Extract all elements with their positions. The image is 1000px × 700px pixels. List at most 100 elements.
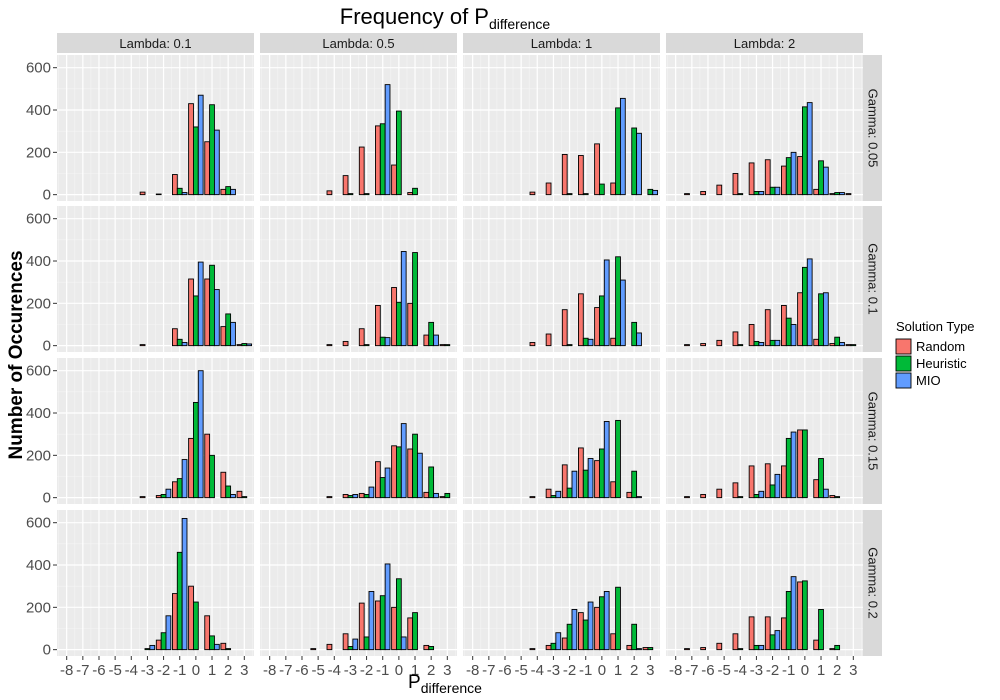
bar xyxy=(172,174,178,196)
legend-item-label: Random xyxy=(916,339,965,354)
bar xyxy=(391,164,397,196)
bar xyxy=(785,591,792,651)
bar xyxy=(363,344,370,347)
facet-strip-row: Gamma: 0.2 xyxy=(862,510,882,656)
facet-panel xyxy=(463,206,660,352)
x-tick-label: -4 xyxy=(125,662,138,679)
bar xyxy=(545,488,552,499)
bar xyxy=(439,496,446,499)
bar-group xyxy=(139,261,253,347)
bar-group xyxy=(684,102,852,196)
facet-strip-row: Gamma: 0.15 xyxy=(862,358,882,504)
x-tick-label: -3 xyxy=(547,662,560,679)
bar xyxy=(818,160,824,196)
x-tick-label: 0 xyxy=(801,662,809,679)
bar xyxy=(764,463,771,499)
x-tick-label: 3 xyxy=(443,662,451,679)
bar xyxy=(384,337,391,347)
bar xyxy=(785,157,792,196)
bar-group xyxy=(139,94,236,196)
x-tick-label: 1 xyxy=(614,662,622,679)
bar xyxy=(213,289,220,347)
bar xyxy=(375,125,381,196)
bar xyxy=(636,648,642,651)
bar xyxy=(342,494,349,499)
facet-strip-col: Lambda: 2 xyxy=(666,33,863,53)
bar xyxy=(636,132,642,196)
bar xyxy=(561,637,568,651)
bar xyxy=(561,309,568,347)
bar xyxy=(758,191,765,196)
bar xyxy=(737,496,744,499)
col-strip-label: Lambda: 0.5 xyxy=(322,36,394,51)
facet-panel xyxy=(260,510,457,656)
y-tick-label: 400 xyxy=(26,102,51,119)
bar xyxy=(615,256,621,347)
bar xyxy=(181,342,188,347)
x-tick-label: -8 xyxy=(466,662,479,679)
x-tick-label: -5 xyxy=(311,662,324,679)
bar-group xyxy=(529,586,654,651)
bar xyxy=(829,648,836,651)
bar xyxy=(326,190,333,196)
bar xyxy=(839,342,845,347)
bar xyxy=(647,647,654,651)
bar xyxy=(555,490,562,499)
bar xyxy=(716,642,723,651)
bar xyxy=(529,648,536,651)
bar xyxy=(753,644,760,651)
bar xyxy=(801,266,808,347)
bar xyxy=(619,279,626,347)
bar xyxy=(391,606,397,651)
bar xyxy=(829,495,836,499)
bar xyxy=(753,340,760,347)
x-tick-label: -1 xyxy=(173,662,186,679)
bar xyxy=(192,601,199,651)
x-tick-label: 0 xyxy=(192,662,200,679)
bar xyxy=(636,332,642,347)
x-tick-label: -8 xyxy=(669,662,682,679)
bar xyxy=(813,479,820,499)
legend-title: Solution Type xyxy=(896,319,975,334)
bar xyxy=(363,193,370,196)
bar xyxy=(845,193,852,196)
y-tick-label: 0 xyxy=(43,642,51,659)
bar xyxy=(220,642,227,651)
bar xyxy=(529,191,536,196)
bar xyxy=(758,644,765,651)
x-tick-label: -2 xyxy=(563,662,576,679)
bar xyxy=(209,264,215,347)
bar xyxy=(610,182,617,196)
col-strip-label: Lambda: 2 xyxy=(734,36,795,51)
bar xyxy=(326,643,333,651)
bar xyxy=(192,126,199,196)
bar xyxy=(801,106,808,196)
bar xyxy=(363,636,370,651)
bar xyxy=(774,473,781,499)
bar xyxy=(684,496,690,499)
facet-panel xyxy=(260,358,457,504)
facet-panel xyxy=(666,55,863,201)
bar xyxy=(241,496,248,499)
y-tick-label: 200 xyxy=(26,447,51,464)
facet-strip-col: Lambda: 1 xyxy=(463,33,660,53)
bar xyxy=(395,301,402,347)
legend-swatch xyxy=(895,372,912,389)
bar xyxy=(753,494,760,499)
bar xyxy=(220,188,227,196)
bar xyxy=(774,186,781,196)
bar xyxy=(769,186,776,196)
bar xyxy=(647,188,654,196)
bar xyxy=(813,639,820,651)
bar xyxy=(358,492,365,499)
bar xyxy=(368,591,375,651)
x-tick-label: 2 xyxy=(224,662,232,679)
bar xyxy=(407,448,414,499)
bar xyxy=(375,600,381,651)
bar xyxy=(236,344,243,347)
bar xyxy=(598,596,605,651)
bar xyxy=(631,321,638,347)
x-tick-label: -4 xyxy=(328,662,341,679)
bar xyxy=(834,644,841,651)
